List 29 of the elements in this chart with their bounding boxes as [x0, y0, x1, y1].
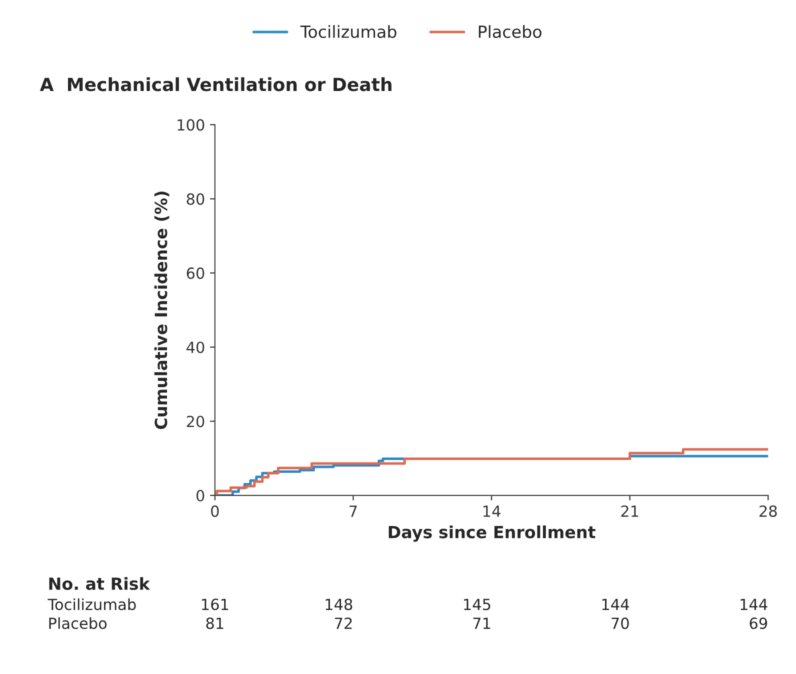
text: Tocilizumab	[48, 598, 136, 610]
y-tick-label: 0	[196, 490, 204, 502]
text: 161	[202, 598, 228, 610]
legend-label: Placebo	[478, 25, 542, 38]
text: 144	[602, 598, 629, 610]
legend-label: Tocilizumab	[300, 25, 396, 38]
y-tick-label: 20	[186, 416, 204, 428]
y-axis-title: Cumulative Incidence (%)	[154, 192, 170, 430]
text: 70	[612, 618, 629, 630]
x-tick-label: 21	[621, 505, 638, 517]
x-tick-label: 0	[211, 505, 219, 517]
text: 71	[473, 618, 490, 629]
x-tick-label: 28	[760, 505, 777, 517]
y-tick-label: 80	[186, 193, 204, 205]
text: 81	[206, 618, 224, 630]
y-tick-label: 40	[186, 342, 204, 354]
text: 145	[464, 598, 490, 610]
y-tick-label: 60	[186, 267, 204, 279]
chart-title: A Mechanical Ventilation or Death	[40, 77, 392, 92]
x-axis-title: Days since Enrollment	[388, 525, 596, 542]
text: 144	[740, 598, 768, 610]
text: 69	[750, 618, 768, 630]
x-tick-label: 7	[350, 506, 357, 517]
text: 72	[335, 618, 352, 629]
text: No. at Risk	[49, 577, 150, 590]
text: Placebo	[49, 617, 107, 630]
y-tick-label: 100	[178, 119, 204, 131]
text: 148	[326, 598, 352, 610]
x-tick-label: 14	[483, 506, 500, 517]
